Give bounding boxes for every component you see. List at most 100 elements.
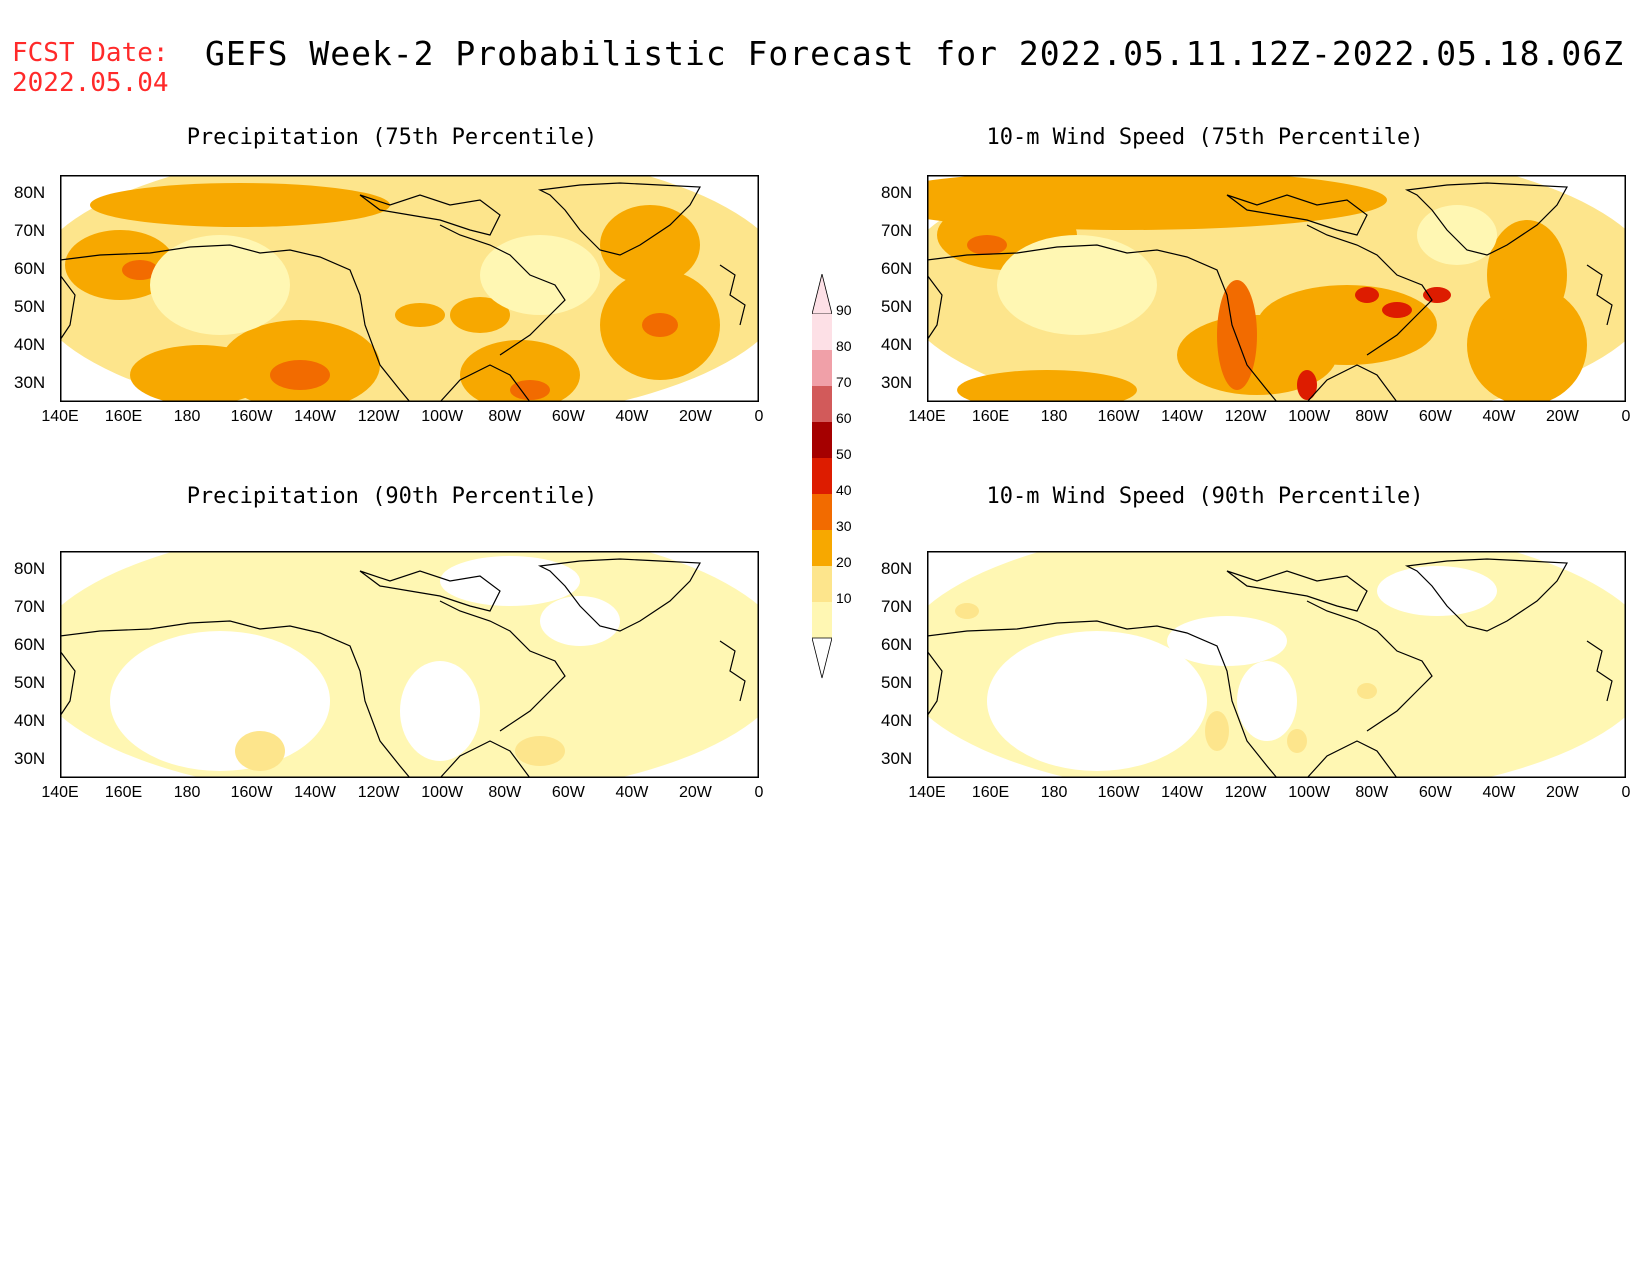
lon-label: 0 (1621, 784, 1631, 801)
lon-label: 80W (488, 784, 522, 801)
colorbar-label: 70 (836, 374, 852, 390)
lon-label: 140E (908, 784, 946, 801)
colorbar-label: 50 (836, 446, 852, 462)
colorbar-label: 80 (836, 338, 852, 354)
shade-region (122, 260, 158, 280)
coastline (359, 570, 501, 612)
coastline (359, 194, 501, 236)
colorbar-label: 90 (836, 302, 852, 318)
shade-region (1467, 285, 1587, 402)
shade-region (270, 360, 330, 390)
coastline (60, 620, 411, 778)
shade-region (1205, 711, 1229, 751)
colorbar-top-extension (812, 274, 832, 315)
lon-label: 160W (1097, 784, 1140, 801)
lon-label: 40W (615, 408, 649, 425)
shade-region (480, 235, 600, 315)
panel-title-precip-90: Precipitation (90th Percentile) (186, 484, 598, 509)
lon-label: 40W (1482, 408, 1516, 425)
lon-label: 100W (1288, 408, 1331, 425)
lon-label: 100W (421, 784, 464, 801)
coastline (927, 274, 943, 341)
lat-label: 50N (14, 673, 46, 692)
lon-label: 140W (294, 408, 336, 425)
shade-region (1355, 287, 1379, 303)
coastline (1306, 740, 1398, 778)
colorbar-label: 30 (836, 518, 852, 534)
lon-label: 120W (357, 784, 400, 801)
shade-region (130, 345, 270, 402)
colorbar-segment (812, 602, 832, 638)
coastline (537, 182, 701, 256)
shade-region (450, 297, 510, 333)
shade-region (1167, 616, 1287, 666)
colorbar-svg (812, 274, 832, 679)
colorbar-segment (812, 566, 832, 602)
lon-label: 120W (1224, 784, 1267, 801)
colorbar-label: 10 (836, 590, 852, 606)
shade-region (460, 340, 580, 402)
lon-label: 80W (1355, 784, 1389, 801)
shade-region (1487, 220, 1567, 330)
lon-label: 160W (230, 784, 273, 801)
shade-region (540, 596, 620, 646)
map-precip-75 (60, 175, 759, 402)
lon-label: 60W (1418, 408, 1452, 425)
lat-label: 60N (881, 259, 913, 278)
colorbar-segment (812, 458, 832, 494)
lat-label: 60N (881, 635, 913, 654)
lat-label: 80N (14, 559, 46, 578)
lon-label: 160E (104, 408, 143, 425)
shade-region (110, 631, 330, 771)
colorbar-segment (812, 530, 832, 566)
shade-region (1257, 285, 1437, 365)
coastline (537, 558, 701, 632)
lat-label: 60N (14, 635, 46, 654)
panel-title-wind-90: 10-m Wind Speed (90th Percentile) (986, 484, 1424, 509)
lat-label: 80N (881, 183, 913, 202)
lon-label: 180 (1040, 408, 1068, 425)
coastline (60, 244, 411, 402)
shade-region (955, 603, 979, 619)
lat-label: 70N (14, 597, 46, 616)
lat-label: 30N (881, 749, 913, 768)
lon-label: 140W (1161, 784, 1203, 801)
coastline (927, 244, 1278, 402)
map-wind-75 (927, 175, 1626, 402)
lon-label: 60W (551, 408, 585, 425)
lat-label: 40N (14, 711, 46, 730)
wind_90-svg (927, 551, 1626, 778)
coastline (719, 640, 746, 702)
coastline (60, 274, 76, 341)
shade-region (1417, 205, 1497, 265)
map-frame (60, 175, 759, 402)
lon-label: 40W (615, 784, 649, 801)
shade-region (510, 380, 550, 400)
lon-label: 80W (488, 408, 522, 425)
lon-label: 20W (679, 784, 712, 801)
map-frame (60, 551, 759, 778)
lon-label: 180 (173, 784, 201, 801)
lat-label: 70N (14, 221, 46, 240)
lon-label: 80W (1355, 408, 1389, 425)
lon-label: 160E (104, 784, 143, 801)
coastline (1306, 600, 1433, 732)
coastline (1586, 640, 1613, 702)
shade-region (1217, 280, 1257, 390)
lat-label: 50N (881, 297, 913, 316)
coastline (1404, 182, 1568, 256)
coastline (439, 740, 531, 778)
shade-region (967, 235, 1007, 255)
lon-label: 20W (1546, 408, 1579, 425)
coastline (439, 364, 531, 402)
coastline (439, 600, 566, 732)
coastline (1404, 558, 1568, 632)
precip_75-svg (60, 175, 759, 402)
lon-label: 0 (1621, 408, 1631, 425)
lat-label: 50N (14, 297, 46, 316)
lat-label: 30N (14, 373, 46, 392)
lat-label: 40N (881, 335, 913, 354)
lon-label: 20W (679, 408, 712, 425)
coastline (1306, 364, 1398, 402)
map-frame (927, 175, 1626, 402)
